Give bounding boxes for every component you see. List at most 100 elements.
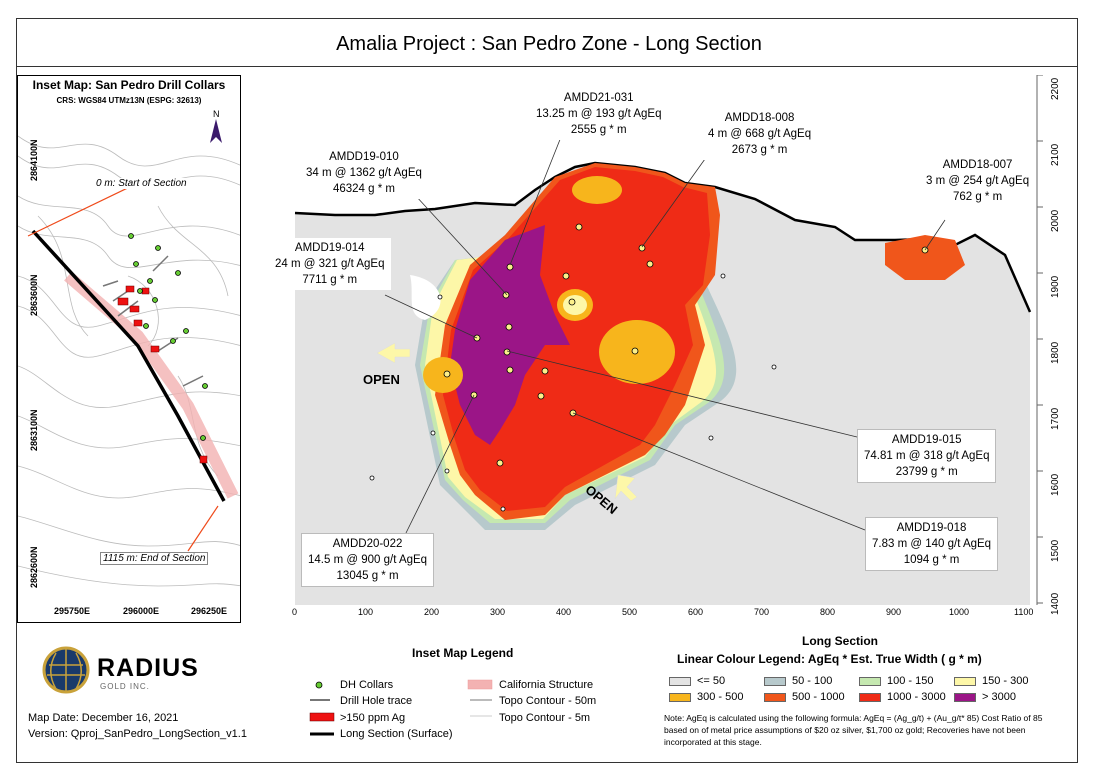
distance-tick: 400 — [556, 607, 572, 617]
distance-tick: 300 — [490, 607, 506, 617]
callout-interval: 13.25 m @ 193 g/t AgEq — [536, 108, 662, 120]
callout-amdd18-008: AMDD18-008 4 m @ 668 g/t AgEq 2673 g * m — [702, 108, 818, 160]
callout-hole: AMDD19-015 — [891, 434, 962, 446]
callout-amdd21-031: AMDD21-031 13.25 m @ 193 g/t AgEq 2555 g… — [530, 88, 668, 140]
map-date: Map Date: December 16, 2021 — [28, 712, 179, 724]
class-label: > 3000 — [982, 691, 1016, 703]
class-swatch — [764, 693, 786, 702]
class-label: <= 50 — [697, 675, 726, 687]
callout-gm: 1094 g * m — [903, 554, 960, 566]
inset-title: Inset Map: San Pedro Drill Collars — [32, 78, 226, 92]
distance-tick: 600 — [688, 607, 704, 617]
long-section: 2200 2100 2000 1900 1800 1700 1600 1500 … — [245, 75, 1063, 623]
inset-crs: CRS: WGS84 UTMz13N (ESPG: 32613) — [56, 96, 202, 105]
callout-gm: 762 g * m — [952, 191, 1003, 203]
inset-legend-symbols — [309, 679, 493, 736]
company-logo-sub: GOLD INC. — [100, 682, 150, 691]
class-label: 150 - 300 — [982, 675, 1029, 687]
callout-amdd19-010: AMDD19-010 34 m @ 1362 g/t AgEq 46324 g … — [300, 147, 428, 199]
callout-gm: 7711 g * m — [302, 274, 358, 286]
class-label: 50 - 100 — [792, 675, 833, 687]
class-label: 500 - 1000 — [792, 691, 845, 703]
inset-start-label: 0 m: Start of Section — [94, 178, 189, 189]
long-legend-title: Long Section — [802, 634, 878, 648]
callout-hole: AMDD21-031 — [563, 92, 634, 104]
distance-tick: 200 — [424, 607, 440, 617]
inset-y-tick: 2863100N — [29, 409, 39, 451]
ageq-note: Note: AgEq is calculated using the follo… — [664, 713, 1043, 747]
elev-tick: 2000 — [1050, 209, 1061, 232]
inset-y-tick: 2862600N — [29, 546, 39, 588]
company-logo-name: RADIUS — [97, 654, 199, 682]
callout-hole: AMDD19-010 — [329, 151, 399, 163]
class-swatch — [669, 693, 691, 702]
callout-hole: AMDD18-007 — [942, 159, 1013, 171]
class-label: 100 - 150 — [887, 675, 934, 687]
callout-amdd18-007: AMDD18-007 3 m @ 254 g/t AgEq 762 g * m — [920, 155, 1036, 207]
distance-tick: 0 — [292, 607, 298, 617]
callout-amdd19-014: AMDD19-014 24 m @ 321 g/t AgEq 7711 g * … — [269, 238, 391, 290]
callout-interval: 7.83 m @ 140 g/t AgEq — [872, 538, 992, 550]
inset-map-graphic: N — [18, 109, 240, 587]
class-swatch — [764, 677, 786, 686]
distance-tick: 100 — [358, 607, 374, 617]
callout-interval: 74.81 m @ 318 g/t AgEq — [864, 450, 990, 462]
callout-amdd19-015: AMDD19-015 74.81 m @ 318 g/t AgEq 23799 … — [857, 429, 997, 483]
callout-hole: AMDD20-022 — [332, 538, 403, 550]
callout-gm: 23799 g * m — [895, 466, 958, 478]
callout-gm: 2555 g * m — [570, 124, 627, 136]
svg-text:N: N — [213, 109, 220, 119]
callout-gm: 46324 g * m — [332, 183, 395, 195]
elev-tick: 1400 — [1050, 592, 1061, 615]
long-legend-subtitle: Linear Colour Legend: AgEq * Est. True W… — [677, 652, 982, 666]
radius-logo-icon — [42, 646, 90, 694]
class-label: 300 - 500 — [697, 691, 744, 703]
distance-tick: 1000 — [949, 607, 970, 617]
title-divider — [16, 66, 1078, 67]
map-title: Amalia Project : San Pedro Zone - Long S… — [336, 33, 762, 55]
elev-tick: 1900 — [1050, 275, 1061, 298]
legend-long-section: Long Section (Surface) — [340, 728, 453, 740]
callout-interval: 4 m @ 668 g/t AgEq — [708, 128, 812, 140]
callout-amdd19-018: AMDD19-018 7.83 m @ 140 g/t AgEq 1094 g … — [865, 517, 999, 571]
open-label-west: OPEN — [363, 372, 400, 387]
distance-tick: 1100 — [1014, 607, 1034, 617]
map-frame — [16, 18, 1078, 763]
elev-tick: 2200 — [1050, 77, 1061, 100]
inset-x-tick: 295750E — [54, 606, 91, 616]
inset-y-tick: 2864100N — [29, 139, 39, 181]
callout-interval: 34 m @ 1362 g/t AgEq — [306, 167, 422, 179]
class-label: 1000 - 3000 — [887, 691, 946, 703]
distance-tick: 700 — [754, 607, 770, 617]
callout-hole: AMDD19-014 — [294, 242, 365, 254]
inset-x-tick: 296000E — [123, 606, 160, 616]
callout-gm: 2673 g * m — [731, 144, 788, 156]
inset-legend-title: Inset Map Legend — [412, 646, 514, 660]
legend-topo-5m: Topo Contour - 5m — [499, 712, 591, 724]
class-swatch — [859, 677, 881, 686]
inset-x-tick: 296250E — [191, 606, 228, 616]
legend-california-structure: California Structure — [499, 679, 594, 691]
distance-tick: 900 — [886, 607, 902, 617]
callout-interval: 3 m @ 254 g/t AgEq — [926, 175, 1030, 187]
elev-tick: 1700 — [1050, 407, 1061, 430]
elev-tick: 1600 — [1050, 473, 1061, 496]
callout-hole: AMDD19-018 — [896, 522, 967, 534]
class-swatch — [954, 693, 976, 702]
class-swatch — [669, 677, 691, 686]
legend-drill-trace: Drill Hole trace — [340, 695, 413, 707]
map-version: Version: Qproj_SanPedro_LongSection_v1.1 — [28, 728, 247, 740]
callout-amdd20-022: AMDD20-022 14.5 m @ 900 g/t AgEq 13045 g… — [301, 533, 435, 587]
inset-end-label: 1115 m: End of Section — [100, 552, 209, 565]
inset-y-tick: 2863600N — [29, 274, 39, 316]
callout-interval: 14.5 m @ 900 g/t AgEq — [308, 554, 428, 566]
distance-tick: 800 — [820, 607, 836, 617]
legend-topo-50m: Topo Contour - 50m — [499, 695, 597, 707]
class-swatch — [859, 693, 881, 702]
inset-map: N Inset Map: San Pedro Drill Collars CRS… — [17, 75, 241, 623]
distance-tick: 500 — [622, 607, 638, 617]
class-swatch — [954, 677, 976, 686]
callout-hole: AMDD18-008 — [724, 112, 795, 124]
callout-gm: 13045 g * m — [336, 570, 399, 582]
elev-tick: 1500 — [1050, 539, 1061, 562]
